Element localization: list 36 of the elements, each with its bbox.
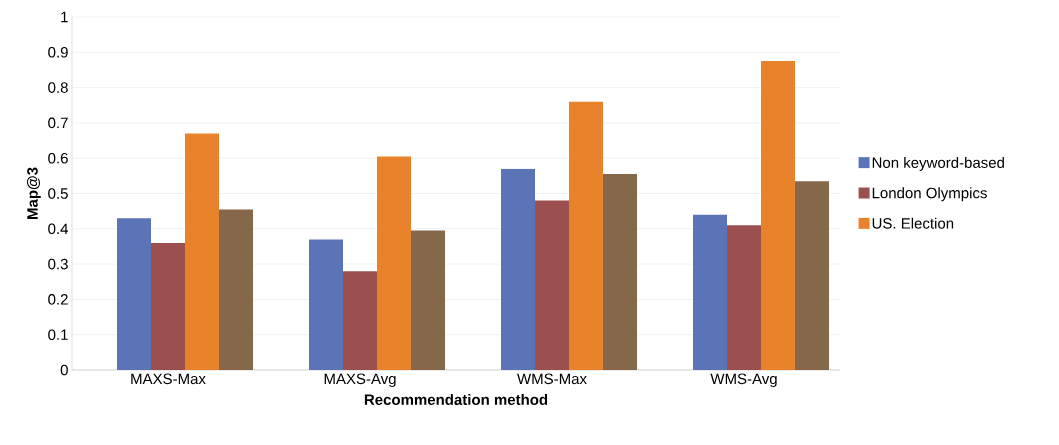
y-tick-label: 0.2	[48, 294, 68, 305]
bar	[535, 200, 570, 370]
x-tick-label: MAXS-Max	[131, 373, 206, 385]
y-axis-title: Map@3	[26, 167, 41, 219]
bar	[185, 133, 220, 370]
bar	[309, 239, 344, 370]
y-tick-label: 0.4	[48, 223, 69, 235]
bar	[377, 156, 412, 370]
bar	[411, 230, 446, 370]
bar	[343, 271, 378, 370]
legend-label: Non keyword-based	[872, 156, 1004, 171]
y-tick-label: 0.9	[48, 46, 68, 58]
x-tick-label: WMS-Max	[517, 373, 587, 385]
bar	[569, 101, 604, 370]
x-axis-title: Recommendation method	[364, 393, 548, 405]
bar	[727, 225, 762, 370]
bar	[603, 174, 638, 370]
bar	[219, 209, 254, 370]
bar	[693, 214, 728, 370]
y-tick-label: 0.1	[48, 329, 68, 340]
bar	[795, 181, 830, 370]
y-tick-label: 0.3	[48, 258, 68, 270]
bar	[501, 168, 536, 370]
y-tick-label: 1	[61, 11, 68, 23]
bar	[151, 242, 186, 370]
x-tick-label: WMS-Avg	[710, 373, 777, 388]
bar	[761, 61, 796, 370]
y-tick-label: 0.7	[48, 117, 68, 129]
y-tick-label: 0.5	[48, 188, 68, 199]
legend-label: US. Election	[872, 217, 954, 229]
legend-label: London Olympics	[872, 187, 987, 202]
bar	[117, 218, 152, 370]
y-tick-label: 0.6	[48, 152, 68, 164]
y-tick-label: 0	[60, 364, 68, 376]
x-tick-label: MAXS-Avg	[324, 373, 396, 388]
y-tick-label: 0.8	[48, 82, 68, 93]
